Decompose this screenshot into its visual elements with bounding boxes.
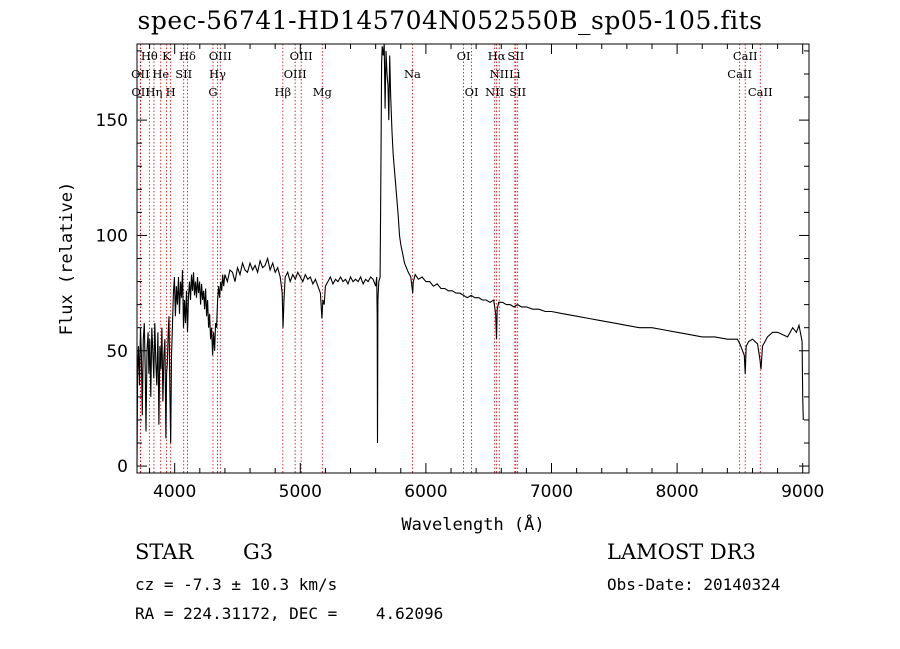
x-axis-label: Wavelength (Å) xyxy=(401,513,544,535)
spectral-subclass: G3 xyxy=(243,540,274,564)
x-tick-label: 8000 xyxy=(655,482,698,502)
line-label: Mg xyxy=(313,85,333,99)
line-label: OIII xyxy=(284,67,307,81)
object-class: STAR xyxy=(135,540,194,564)
coordinates: RA = 224.31172, DEC = 4.62096 xyxy=(135,604,444,623)
line-label: CaII xyxy=(727,67,752,81)
y-tick-label: 50 xyxy=(106,342,128,362)
line-label: Hβ xyxy=(274,85,291,99)
line-label: NII xyxy=(490,67,509,81)
line-label: SII xyxy=(507,49,524,63)
line-label: CaII xyxy=(748,85,773,99)
line-label: OI xyxy=(457,49,471,63)
line-label: SII xyxy=(509,85,526,99)
y-tick-label: 150 xyxy=(96,111,128,131)
y-tick-label: 0 xyxy=(117,457,128,477)
line-label: OIII xyxy=(209,49,232,63)
x-tick-label: 9000 xyxy=(781,482,824,502)
line-label: G xyxy=(208,85,217,99)
line-label: He xyxy=(152,67,169,81)
x-tick-label: 5000 xyxy=(279,482,322,502)
line-label: Li xyxy=(509,67,521,81)
survey-release: LAMOST DR3 xyxy=(607,540,756,564)
x-tick-label: 6000 xyxy=(404,482,447,502)
line-label: Hγ xyxy=(209,67,226,81)
line-label: CaII xyxy=(733,49,758,63)
x-tick-label: 4000 xyxy=(153,482,196,502)
observation-date: Obs-Date: 20140324 xyxy=(607,575,781,594)
chart-title: spec-56741-HD145704N052550B_sp05-105.fit… xyxy=(137,6,763,35)
plot-frame xyxy=(136,43,810,474)
line-label: OI xyxy=(465,85,479,99)
line-label: H xyxy=(166,85,176,99)
line-label: Hη xyxy=(145,85,162,99)
line-label: Hθ xyxy=(141,49,158,63)
x-tick-label: 7000 xyxy=(530,482,573,502)
axis-ticks: 4000 5000 6000 7000 8000 9000 0 50 100 150 xyxy=(96,44,824,502)
line-label: Hδ xyxy=(179,49,196,63)
flux-series-line xyxy=(136,43,804,467)
line-label: NII xyxy=(485,85,504,99)
y-tick-label: 100 xyxy=(96,226,128,246)
y-axis-label: Flux (relative) xyxy=(57,182,77,336)
redshift-velocity: cz = -7.3 ± 10.3 km/s xyxy=(135,575,338,594)
line-label: Na xyxy=(404,67,421,81)
line-label: SII xyxy=(175,67,192,81)
line-label: OII xyxy=(131,85,150,99)
line-label: K xyxy=(162,49,171,63)
line-markers xyxy=(139,44,761,473)
line-label: Hα xyxy=(488,49,506,63)
line-label: OIII xyxy=(290,49,313,63)
